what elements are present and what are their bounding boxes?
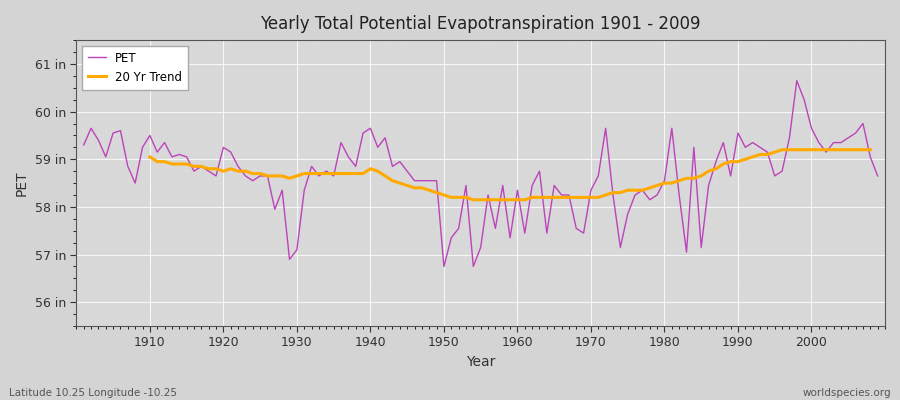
Y-axis label: PET: PET <box>15 170 29 196</box>
20 Yr Trend <box>468 197 479 202</box>
PET <box>438 264 449 269</box>
20 Yr Trend <box>336 171 346 176</box>
Text: Latitude 10.25 Longitude -10.25: Latitude 10.25 Longitude -10.25 <box>9 388 177 398</box>
20 Yr Trend <box>313 171 324 176</box>
PET <box>137 145 148 150</box>
20 Yr Trend <box>534 195 544 200</box>
Text: worldspecies.org: worldspecies.org <box>803 388 891 398</box>
PET <box>343 154 354 159</box>
20 Yr Trend <box>777 147 788 152</box>
PET <box>872 174 883 178</box>
20 Yr Trend <box>365 166 376 171</box>
Legend: PET, 20 Yr Trend: PET, 20 Yr Trend <box>82 46 188 90</box>
Line: 20 Yr Trend: 20 Yr Trend <box>150 150 870 200</box>
20 Yr Trend <box>145 154 156 159</box>
PET <box>78 142 89 147</box>
X-axis label: Year: Year <box>466 355 495 369</box>
PET <box>519 231 530 236</box>
Line: PET: PET <box>84 81 878 266</box>
PET <box>299 188 310 193</box>
PET <box>512 188 523 193</box>
20 Yr Trend <box>512 197 523 202</box>
20 Yr Trend <box>718 162 729 166</box>
Title: Yearly Total Potential Evapotranspiration 1901 - 2009: Yearly Total Potential Evapotranspiratio… <box>260 15 701 33</box>
PET <box>608 192 618 197</box>
20 Yr Trend <box>865 147 876 152</box>
PET <box>791 78 802 83</box>
